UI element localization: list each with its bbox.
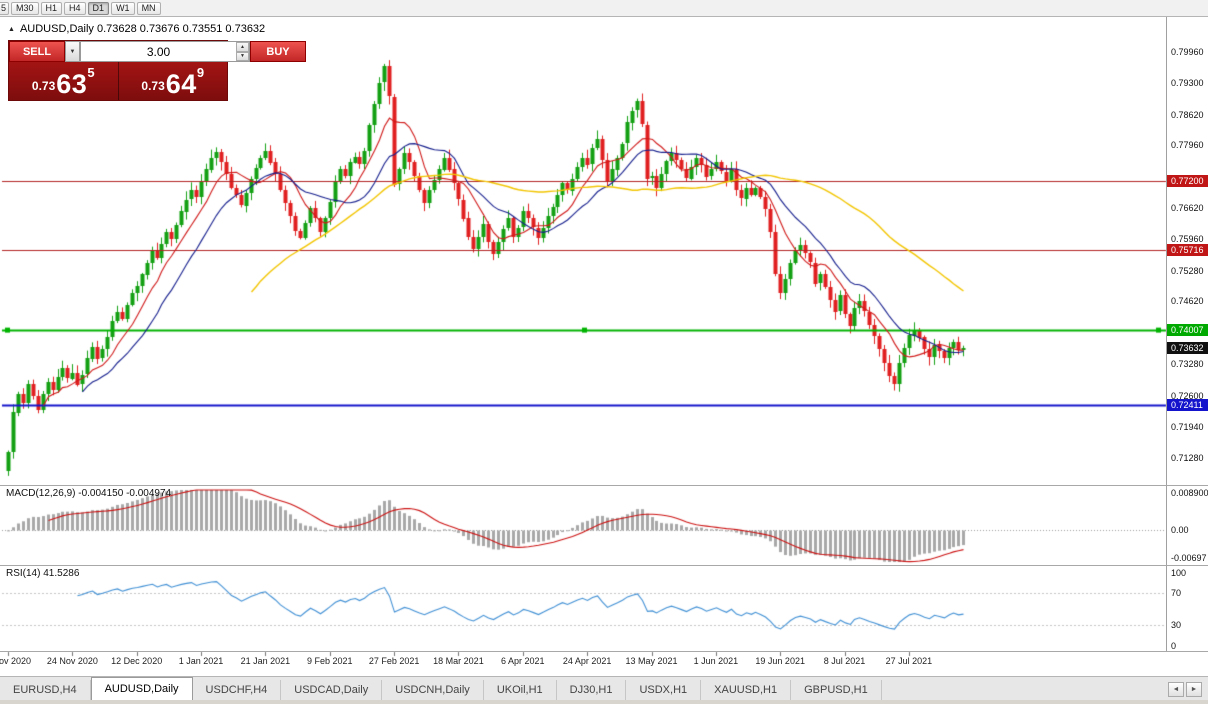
tab-list: EURUSD,H4 AUDUSD,Daily USDCHF,H4 USDCAD,Dai…: [0, 677, 882, 700]
price-scale[interactable]: 0.79960 0.79300 0.78620 0.77960 0.76620 0.759…: [1166, 17, 1208, 651]
price-scale-label: 0.72600: [1171, 390, 1204, 401]
tab-usdcnh-daily[interactable]: USDCNH,Daily: [382, 680, 484, 700]
sell-price-prefix: 0.73: [31, 79, 56, 93]
sell-price-big: 63: [56, 69, 88, 99]
trade-prices-row: 0.73 63 5 0.73 64 9: [9, 62, 227, 100]
price-badge-0.77200: 0.77200: [1167, 174, 1208, 187]
lot-spinner: ▲ ▼: [236, 42, 249, 61]
arrow-right-icon: ►: [1190, 686, 1198, 693]
timeframe-mn-button[interactable]: MN: [136, 1, 161, 15]
rsi-scale-label: 0: [1171, 641, 1177, 651]
buy-price-display[interactable]: 0.73 64 9: [117, 62, 228, 100]
chevron-down-icon: ▼: [69, 48, 76, 55]
timeframe-h1-button[interactable]: H1: [40, 1, 63, 15]
tab-usdchf-h4[interactable]: USDCHF,H4: [192, 680, 282, 700]
date-label: 1 Jan 2021: [178, 656, 224, 666]
timeframe-m5-button[interactable]: 5: [0, 1, 9, 15]
timeframe-d1-button[interactable]: D1: [87, 1, 110, 15]
price-badge-0.72411: 0.72411: [1167, 398, 1208, 411]
sell-price-display[interactable]: 0.73 63 5: [9, 62, 118, 100]
rsi-scale-label: 100: [1171, 568, 1187, 578]
date-label: 6 Apr 2021: [501, 656, 545, 666]
tab-scroll-right-button[interactable]: ►: [1186, 682, 1202, 697]
date-axis[interactable]: 5 Nov 2020 24 Nov 2020 12 Dec 2020 1 Jan 20…: [0, 651, 1208, 673]
rsi-scale-label: 70: [1171, 588, 1182, 599]
date-label: 8 Jul 2021: [823, 656, 866, 666]
macd-scale-label: -0.00697: [1171, 553, 1207, 563]
timeframe-m30-button[interactable]: M30: [11, 1, 39, 15]
date-label: 24 Apr 2021: [562, 656, 612, 666]
sell-price-sup: 5: [87, 65, 95, 80]
price-badge-0.73632: 0.73632: [1167, 341, 1208, 354]
tab-audusd-daily[interactable]: AUDUSD,Daily: [90, 677, 193, 700]
macd-label: MACD(12,26,9) -0.004150 -0.004974: [6, 488, 172, 499]
price-scale-label: 0.75960: [1171, 233, 1204, 244]
timeframe-h4-button[interactable]: H4: [64, 1, 86, 15]
chart-title: AUDUSD,Daily 0.73628 0.73676 0.73551 0.7…: [19, 23, 266, 35]
sell-button[interactable]: SELL: [9, 41, 65, 62]
price-badge-0.75716: 0.75716: [1167, 244, 1208, 257]
window-bottom-strip: [0, 700, 1208, 704]
rsi-label: RSI(14) 41.5286: [6, 568, 80, 579]
price-scale-label: 0.75280: [1171, 265, 1204, 276]
chevron-down-icon: ▼: [240, 53, 245, 60]
tab-xauusd-h1[interactable]: XAUUSD,H1: [701, 680, 792, 700]
rsi-scale-label: 30: [1171, 619, 1182, 630]
macd-scale-label: 0.008900: [1171, 488, 1208, 498]
date-label: 27 Jul 2021: [885, 656, 933, 666]
date-label: 1 Jun 2021: [693, 656, 739, 666]
buy-price-prefix: 0.73: [141, 79, 165, 93]
buy-price-big: 64: [165, 69, 197, 99]
price-scale-label: 0.77960: [1171, 140, 1204, 151]
lot-decrease-button[interactable]: ▼: [236, 51, 249, 61]
price-badge-0.74007: 0.74007: [1167, 324, 1208, 337]
tab-dj30-h1[interactable]: DJ30,H1: [556, 680, 627, 700]
buy-price-sup: 9: [196, 65, 205, 80]
price-scale-label: 0.74620: [1171, 296, 1204, 307]
tab-scroll-controls: ◄ ►: [1168, 682, 1208, 700]
date-label: 27 Feb 2021: [368, 656, 420, 666]
lot-size-control: ▲ ▼: [80, 41, 250, 62]
date-label: 24 Nov 2020: [46, 656, 98, 666]
pane-separator[interactable]: [0, 485, 1208, 486]
tab-usdx-h1[interactable]: USDX,H1: [626, 680, 702, 700]
date-label: 9 Feb 2021: [306, 656, 353, 666]
price-scale-label: 0.76620: [1171, 203, 1204, 213]
tab-gbpusd-h1[interactable]: GBPUSD,H1: [791, 680, 882, 700]
tab-scroll-left-button[interactable]: ◄: [1168, 682, 1184, 697]
timeframe-toolbar: 5 M30 H1 H4 D1 W1 MN: [0, 0, 1208, 17]
arrow-left-icon: ◄: [1172, 686, 1180, 693]
timeframe-buttons: M30 H1 H4 D1 W1 MN: [11, 1, 161, 15]
axis-separator: [0, 651, 1208, 652]
date-label: 13 May 2021: [625, 656, 678, 666]
price-scale-label: 0.79960: [1171, 46, 1204, 57]
tab-ukoil-h1[interactable]: UKOil,H1: [483, 680, 557, 700]
price-scale-label: 0.71940: [1171, 421, 1204, 432]
macd-scale-label: 0.00: [1171, 525, 1189, 536]
buy-button[interactable]: BUY: [250, 41, 306, 62]
date-label: 12 Dec 2020: [111, 656, 163, 666]
collapse-trade-panel-icon[interactable]: ▲: [8, 25, 15, 33]
date-label: 19 Jun 2021: [755, 656, 805, 666]
chart-title-line: ▲ AUDUSD,Daily 0.73628 0.73676 0.73551 0…: [8, 23, 265, 35]
tab-eurusd-h4[interactable]: EURUSD,H4: [0, 680, 91, 700]
bottom-tabs: EURUSD,H4 AUDUSD,Daily USDCHF,H4 USDCAD,Dai…: [0, 676, 1208, 700]
chevron-up-icon: ▲: [240, 43, 245, 50]
lot-increase-button[interactable]: ▲: [236, 42, 249, 52]
date-label: 21 Jan 2021: [240, 656, 291, 666]
date-label: 5 Nov 2020: [0, 656, 32, 666]
lot-size-input[interactable]: [81, 42, 236, 61]
tab-usdcad-daily[interactable]: USDCAD,Daily: [281, 680, 383, 700]
order-options-dropdown[interactable]: ▼: [65, 41, 80, 62]
price-scale-label: 0.79300: [1171, 77, 1204, 88]
price-scale-label: 0.78620: [1171, 109, 1204, 120]
price-scale-label: 0.71280: [1171, 452, 1204, 463]
pane-separator[interactable]: [0, 565, 1208, 566]
timeframe-w1-button[interactable]: W1: [111, 1, 135, 15]
date-label: 18 Mar 2021: [433, 656, 484, 666]
trade-controls-row: SELL ▼ ▲ ▼ BUY: [9, 41, 306, 62]
price-scale-label: 0.73280: [1171, 359, 1204, 370]
